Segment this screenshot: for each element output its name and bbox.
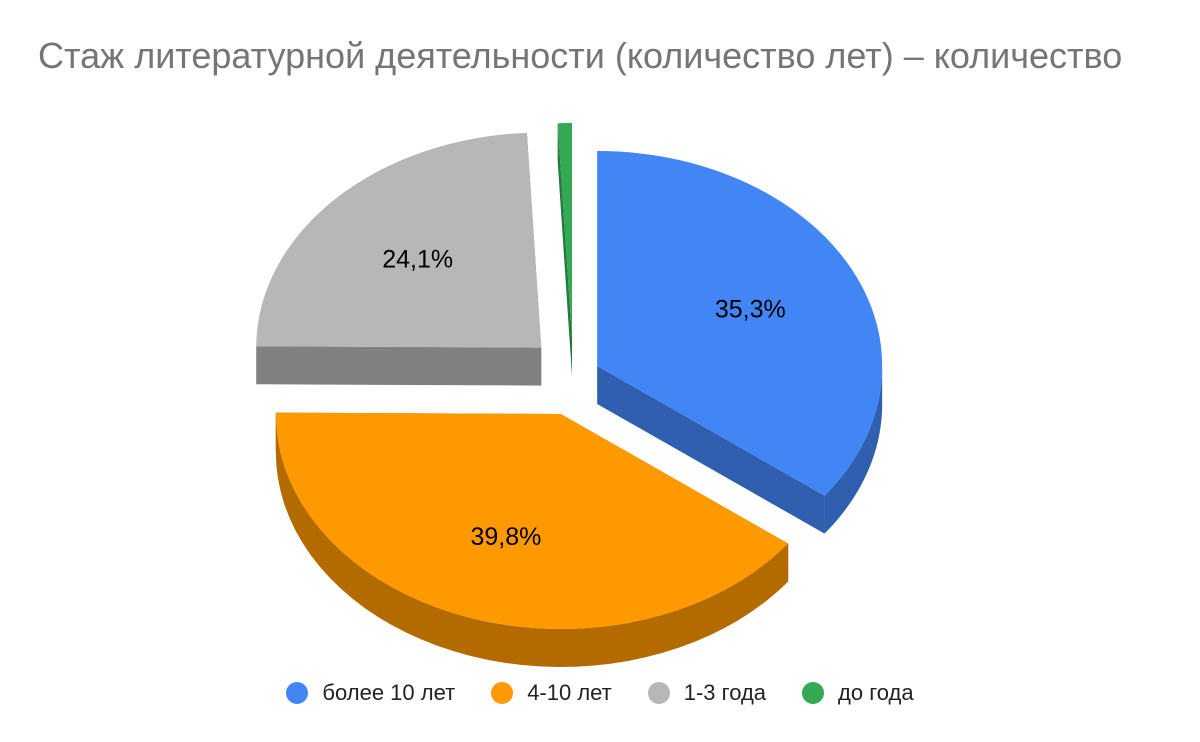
legend-label-0: более 10 лет [322, 680, 456, 705]
pie-slice-3 [557, 123, 572, 339]
pie-slice-wall-3-0 [557, 123, 572, 377]
pie-slice-group-1 [275, 412, 789, 667]
legend-item-1: 4-10 лет [491, 680, 612, 706]
slice-value-label-0: 35,3% [715, 295, 786, 323]
pie-slice-1 [275, 412, 789, 629]
pie-slice-group-0 [597, 150, 883, 534]
pie-slice-0 [597, 150, 883, 496]
pie-slice-side-0 [824, 365, 883, 534]
legend-label-2: 1-3 года [683, 680, 767, 705]
slice-value-label-2: 24,1% [382, 245, 453, 273]
legend-label-1: 4-10 лет [527, 680, 612, 705]
legend-item-3: до года [802, 680, 914, 706]
chart-title: Стаж литературной деятельности (количест… [38, 35, 1123, 76]
legend-item-0: более 10 лет [286, 680, 455, 706]
legend-item-2: 1-3 года [647, 680, 767, 706]
slice-value-label-1: 39,8% [470, 523, 541, 551]
legend-swatch-3 [802, 682, 825, 704]
legend-swatch-1 [491, 682, 514, 704]
pie-slice-side-1 [275, 413, 789, 667]
pie-slice-wall-0-1 [597, 365, 825, 534]
legend-label-3: до года [838, 680, 914, 705]
chart-legend: более 10 лет 4-10 лет 1-3 года до года [0, 676, 1200, 710]
legend-swatch-0 [286, 682, 309, 704]
pie-slice-group-3 [557, 123, 572, 377]
pie-slice-2 [256, 132, 542, 348]
pie-slice-group-2 [256, 132, 542, 386]
pie-slice-wall-2-0 [256, 346, 542, 386]
legend-swatch-2 [647, 682, 670, 704]
